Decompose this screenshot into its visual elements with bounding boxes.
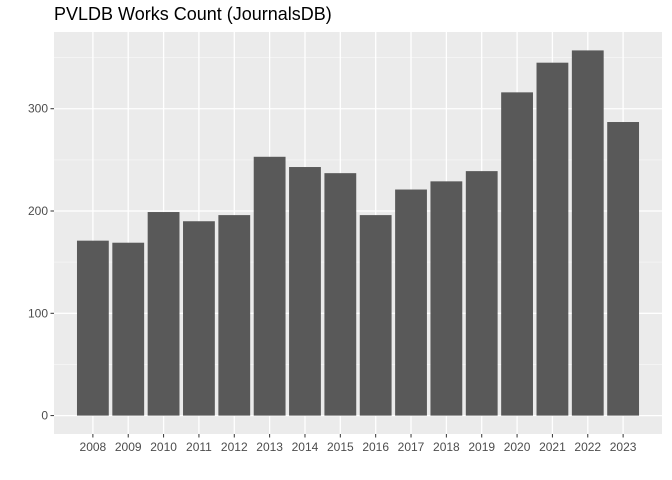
x-tick-label: 2016 [362, 440, 389, 454]
bar-2017 [395, 189, 427, 416]
y-tick-label: 200 [28, 204, 48, 218]
bar-2011 [183, 221, 215, 416]
x-tick-label: 2011 [186, 440, 212, 454]
bar-2016 [359, 215, 392, 416]
bar-2020 [501, 92, 533, 416]
bar-2023 [607, 122, 640, 416]
plot-panel [54, 32, 662, 434]
x-tick-label: 2010 [150, 440, 177, 454]
bar-2015 [324, 173, 357, 416]
x-tick-label: 2019 [468, 440, 495, 454]
x-tick-label: 2021 [539, 440, 566, 454]
y-tick-label: 100 [28, 306, 48, 320]
x-tick-label: 2015 [327, 440, 354, 454]
x-tick-label: 2013 [256, 440, 283, 454]
y-tick-label: 0 [41, 409, 48, 423]
y-tick-label: 300 [28, 102, 48, 116]
bar-2010 [147, 212, 180, 416]
x-tick-label: 2008 [80, 440, 107, 454]
bar-2012 [218, 215, 251, 416]
x-tick-label: 2018 [433, 440, 460, 454]
x-tick-label: 2017 [398, 440, 425, 454]
bar-2022 [571, 50, 604, 416]
x-tick-label: 2009 [115, 440, 142, 454]
bar-2008 [76, 240, 109, 416]
x-tick-label: 2014 [292, 440, 319, 454]
x-tick-label: 2023 [610, 440, 637, 454]
x-axis: 2008 2009 2010 2011 2012 2013 2014 2015 2016 2017… [80, 434, 637, 454]
bar-2013 [253, 156, 286, 416]
bar-2014 [289, 167, 321, 416]
chart-title: PVLDB Works Count (JournalsDB) [54, 4, 332, 24]
bars [76, 50, 640, 416]
x-tick-label: 2020 [504, 440, 531, 454]
bar-2009 [112, 242, 145, 416]
x-tick-label: 2012 [221, 440, 248, 454]
bar-2021 [536, 62, 569, 416]
x-tick-label: 2022 [574, 440, 601, 454]
bar-2018 [430, 181, 463, 416]
y-axis: 0 100 200 300 [28, 102, 54, 423]
bar-2019 [465, 171, 498, 416]
